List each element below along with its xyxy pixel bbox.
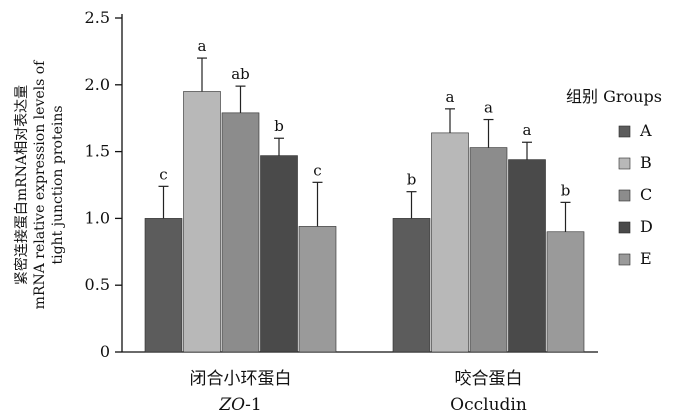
x-category-label-en-text: -1: [245, 395, 262, 415]
bar: [221, 112, 260, 353]
legend-title: 组别 Groups: [566, 87, 662, 106]
x-category-label-en: Occludin: [450, 395, 527, 415]
y-tick-label: 0: [100, 342, 110, 361]
legend-item-label: A: [639, 121, 652, 140]
significance-label: a: [523, 121, 532, 139]
legend-item-label: B: [640, 153, 652, 172]
y-axis-title-line: tight junction proteins: [50, 105, 66, 264]
significance-label: b: [407, 171, 417, 189]
legend-item-label: E: [640, 249, 652, 268]
legend-item-label: C: [640, 185, 652, 204]
x-category-label-cn: 闭合小环蛋白: [190, 369, 292, 389]
y-tick-label: 0.5: [85, 275, 110, 294]
significance-label: ab: [231, 65, 250, 83]
legend-item-label: D: [640, 217, 653, 236]
y-tick-label: 1.0: [85, 208, 110, 227]
bar: [431, 132, 469, 353]
y-tick-label: 2.5: [85, 8, 110, 27]
bar: [298, 226, 337, 353]
significance-label: c: [159, 165, 167, 183]
y-tick-label: 1.5: [85, 142, 110, 161]
significance-label: c: [313, 161, 321, 179]
y-axis-title: 紧密连接蛋白mRNA相对表达量 mRNA relative expression …: [13, 59, 66, 310]
y-axis-title-line: mRNA relative expression levels of: [32, 59, 48, 310]
bar: [392, 218, 431, 353]
x-category-label-en-text: Occludin: [450, 395, 527, 415]
bar: [469, 147, 508, 353]
y-tick-label: 2.0: [85, 75, 110, 94]
legend-swatch: [618, 221, 631, 234]
y-axis-title-line: 紧密连接蛋白mRNA相对表达量: [13, 85, 30, 285]
bar: [546, 231, 585, 353]
significance-label: a: [446, 88, 455, 106]
significance-label: a: [484, 99, 493, 117]
legend-swatch: [618, 253, 631, 266]
significance-label: b: [561, 181, 571, 199]
legend-swatch: [618, 157, 631, 170]
bar: [144, 218, 183, 353]
x-category-label-en: ZO-1: [218, 395, 261, 415]
significance-label: a: [198, 37, 207, 55]
legend-swatch: [618, 125, 631, 138]
axes: 0 0.5 1.0 1.5 2.0 2.5: [85, 8, 598, 361]
legend-swatch: [618, 189, 631, 202]
bar: [508, 159, 546, 353]
bar: [183, 91, 221, 353]
x-category-label-en-italic: ZO: [218, 395, 245, 415]
significance-label: b: [274, 117, 284, 135]
x-categories: 闭合小环蛋白 ZO-1 咬合蛋白 Occludin: [190, 369, 527, 415]
x-category-label-cn: 咬合蛋白: [455, 369, 523, 389]
bar: [260, 155, 298, 353]
